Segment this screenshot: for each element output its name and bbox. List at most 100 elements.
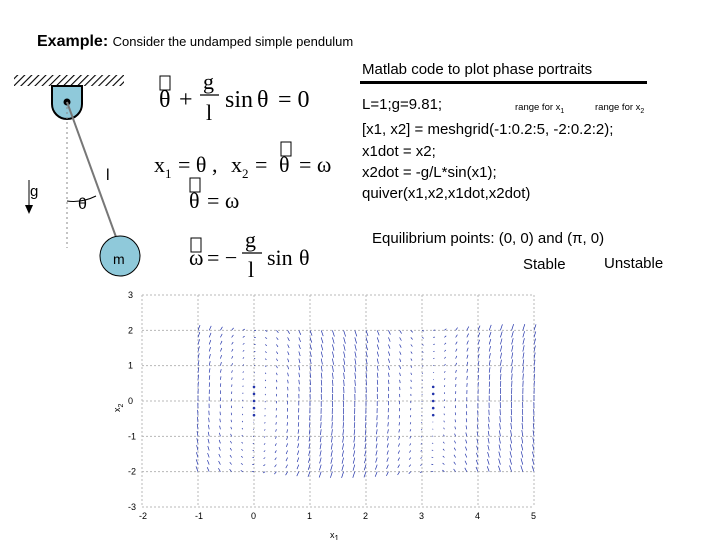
quiver-arrow	[354, 365, 357, 372]
quiver-arrow	[487, 437, 490, 444]
quiver-arrow	[465, 425, 468, 430]
pendulum-bob	[99, 235, 141, 277]
quiver-arrow	[263, 464, 266, 467]
quiver-arrow	[240, 463, 243, 465]
quiver-arrow	[276, 379, 278, 383]
quiver-arrow	[409, 422, 412, 425]
quiver-arrow	[220, 362, 222, 366]
quiver-arrow	[511, 359, 513, 366]
quiver-arrow	[343, 358, 346, 365]
ceiling-hatch	[14, 75, 124, 86]
quiver-arrow	[477, 353, 480, 359]
quiver-arrow	[509, 451, 512, 458]
quiver-arrow	[420, 429, 423, 431]
quiver-arrow	[241, 420, 244, 423]
quiver-arrow	[455, 362, 457, 366]
quiver-arrow	[354, 379, 356, 386]
svg-text:θ: θ	[257, 87, 269, 113]
quiver-arrow	[533, 324, 537, 331]
quiver-arrow	[487, 451, 490, 458]
quiver-arrow	[444, 370, 446, 373]
quiver-arrow	[533, 373, 535, 380]
quiver-arrow	[442, 441, 445, 444]
quiver-arrow	[342, 422, 344, 429]
quiver-arrow	[454, 419, 456, 423]
quiver-arrow	[242, 342, 245, 345]
quiver-arrow	[388, 337, 391, 342]
quiver-arrow	[477, 417, 479, 423]
quiver-arrow	[242, 328, 245, 331]
quiver-arrow	[197, 374, 199, 380]
quiver-arrow	[341, 471, 344, 479]
quiver-arrow	[398, 443, 400, 447]
quiver-arrow	[264, 379, 267, 382]
quiver-arrow	[218, 439, 221, 444]
quiver-arrow	[498, 451, 501, 458]
quiver-arrow	[287, 330, 290, 335]
quiver-arrow	[521, 423, 524, 430]
quiver-arrow	[410, 344, 413, 347]
quiver-arrow	[330, 450, 333, 457]
quiver-arrow	[399, 372, 401, 377]
svg-text:= θ ,: = θ ,	[178, 152, 217, 177]
svg-text:θ: θ	[299, 245, 310, 270]
quiver-dot	[431, 392, 435, 396]
quiver-arrow	[476, 452, 479, 458]
quiver-arrow	[455, 376, 457, 380]
quiver-arrow	[365, 358, 368, 365]
quiver-arrow	[287, 344, 290, 349]
quiver-arrow	[287, 372, 289, 377]
quiver-arrow	[476, 431, 479, 437]
quiver-arrow	[444, 342, 447, 345]
quiver-arrow	[455, 341, 458, 345]
quiver-arrow	[365, 372, 368, 379]
quiver-arrow	[196, 445, 199, 451]
quiver-arrow	[309, 351, 312, 357]
m-label: m	[113, 251, 125, 267]
quiver-arrow	[343, 330, 346, 337]
heading-underline	[360, 81, 647, 84]
quiver-arrow	[500, 366, 502, 373]
quiver-arrow	[330, 457, 333, 464]
quiver-arrow	[287, 379, 289, 384]
quiver-arrow	[320, 358, 323, 365]
quiver-arrow	[276, 351, 279, 355]
quiver-arrow	[532, 430, 535, 437]
x-tick-label: 0	[251, 511, 256, 521]
quiver-arrow	[264, 358, 267, 361]
quiver-arrow	[231, 334, 234, 338]
quiver-arrow	[476, 445, 479, 451]
quiver-arrow	[533, 366, 536, 373]
quiver-arrow	[532, 444, 535, 451]
svg-text:sin: sin	[225, 87, 253, 113]
quiver-arrow	[454, 433, 456, 437]
quiver-arrow	[443, 434, 445, 437]
quiver-arrow	[264, 422, 266, 424]
y-tick-label: 0	[128, 396, 133, 406]
quiver-arrow	[220, 376, 222, 380]
quiver-arrow	[376, 379, 379, 385]
quiver-arrow	[522, 324, 526, 331]
quiver-arrow	[298, 358, 301, 364]
quiver-arrow	[353, 443, 356, 450]
quiver-arrow	[220, 340, 223, 345]
quiver-arrow	[410, 337, 413, 340]
svg-text:sin: sin	[267, 245, 293, 270]
quiver-dot	[431, 413, 435, 417]
quiver-arrow	[308, 436, 311, 442]
quiver-arrow	[341, 457, 344, 464]
quiver-arrow	[444, 363, 446, 366]
quiver-arrow	[511, 373, 513, 380]
quiver-arrow	[420, 450, 423, 452]
quiver-arrow	[376, 422, 378, 428]
quiver-arrow	[298, 351, 301, 357]
quiver-arrow	[352, 464, 356, 471]
quiver-arrow	[510, 430, 512, 437]
quiver-arrow	[388, 358, 390, 363]
quiver-arrow	[500, 324, 503, 331]
quiver-arrow	[230, 433, 232, 437]
quiver-arrow	[421, 358, 424, 360]
quiver-arrow	[521, 437, 524, 444]
svg-text:x: x	[154, 152, 165, 177]
